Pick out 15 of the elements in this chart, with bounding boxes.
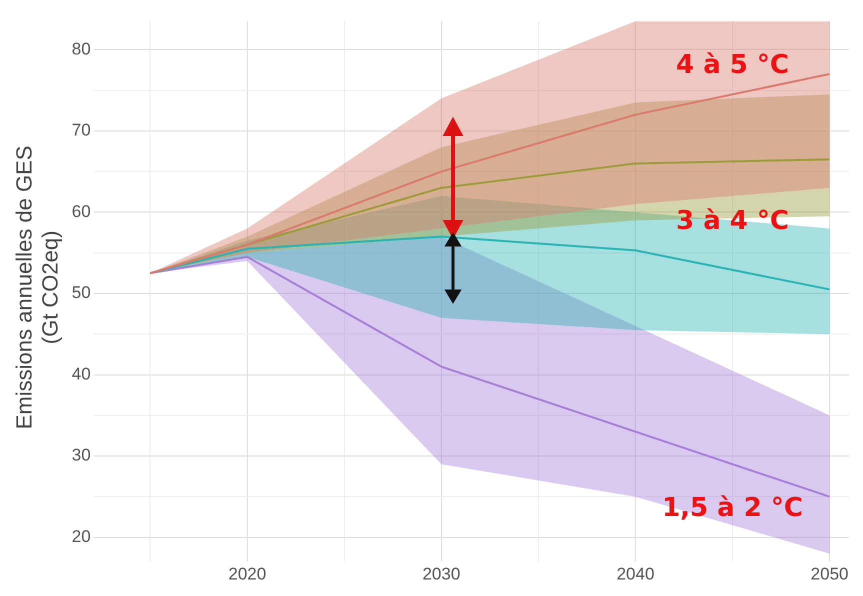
x-tick-label: 2050 <box>810 564 849 584</box>
y-axis-title: Emissions annuelles de GES (Gt CO2eq) <box>11 146 63 430</box>
series-label: 1,5 à 2 °C <box>662 492 804 523</box>
x-tick-label: 2030 <box>422 564 460 584</box>
y-tick-label: 60 <box>72 202 91 221</box>
y-tick-label: 20 <box>72 527 91 546</box>
y-tick-label: 70 <box>72 120 91 140</box>
y-tick-label: 50 <box>72 283 91 302</box>
x-tick-label: 2040 <box>616 564 654 584</box>
y-tick-label: 30 <box>72 446 91 465</box>
x-tick-label: 2020 <box>228 564 266 584</box>
series-label: 3 à 4 °C <box>676 206 790 236</box>
series-label: 4 à 5 °C <box>676 50 790 80</box>
y-tick-label: 40 <box>72 364 91 384</box>
y-tick-label: 80 <box>72 39 91 58</box>
